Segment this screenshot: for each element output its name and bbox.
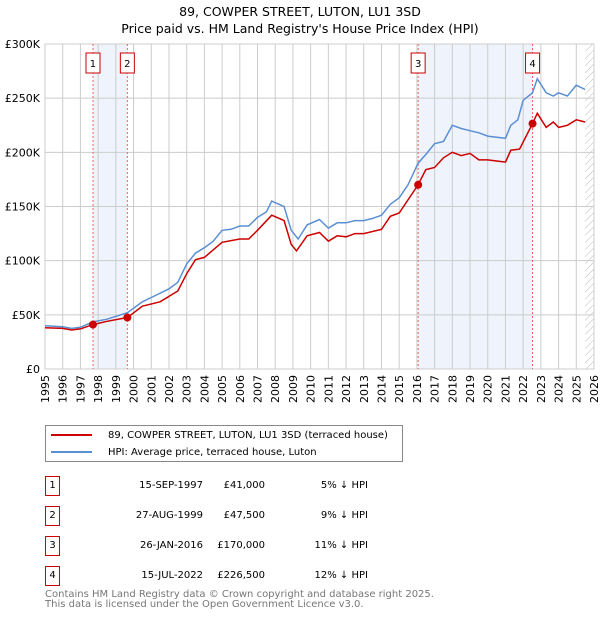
x-tick-label: 2014 [375, 375, 388, 403]
x-tick-label: 2010 [305, 375, 318, 403]
sale-price: £41,000 [223, 480, 265, 491]
x-tick-label: 2018 [446, 375, 459, 403]
x-tick-label: 2000 [128, 375, 141, 403]
sale-price: £47,500 [223, 510, 265, 521]
y-tick-label: £200K [5, 146, 41, 159]
legend-label: 89, COWPER STREET, LUTON, LU1 3SD (terra… [108, 429, 388, 441]
x-tick-label: 1998 [92, 375, 105, 403]
chart-title: 89, COWPER STREET, LUTON, LU1 3SD Price … [0, 3, 600, 37]
sale-marker-box [85, 52, 101, 74]
x-tick-label: 2021 [499, 375, 512, 403]
x-tick-label: 2016 [411, 375, 424, 403]
x-tick-label: 2004 [198, 375, 211, 403]
sale-marker-badge: 2 [45, 506, 60, 526]
legend-label: HPI: Average price, terraced house, Luto… [108, 446, 317, 458]
x-tick-label: 2012 [340, 375, 353, 403]
sale-marker-label: 4 [529, 59, 535, 70]
x-tick-label: 2006 [234, 375, 247, 403]
sale-marker-badge: 1 [45, 476, 60, 496]
footer-attribution: Contains HM Land Registry data © Crown c… [45, 590, 434, 610]
sale-row: 1 15-SEP-1997 £41,000 5% ↓ HPI [45, 476, 375, 496]
legend-item-hpi: HPI: Average price, terraced house, Luto… [46, 444, 317, 460]
hpi-line [44, 76, 586, 330]
x-tick-label: 2003 [181, 375, 194, 403]
sale-hpi-diff: 9% ↓ HPI [320, 510, 368, 521]
sale-date: 15-SEP-1997 [139, 480, 203, 491]
footer-line-2: This data is licensed under the Open Gov… [45, 599, 364, 610]
sale-point [414, 180, 423, 189]
x-tick-label: 2008 [269, 375, 282, 403]
sale-point [88, 320, 97, 329]
property-price-line [44, 111, 586, 331]
title-line-1: 89, COWPER STREET, LUTON, LU1 3SD [179, 4, 421, 19]
legend-swatch-blue [51, 451, 92, 453]
x-tick-label: 2015 [393, 375, 406, 403]
y-tick-label: £100K [5, 255, 41, 268]
sale-price: £226,500 [217, 570, 265, 581]
sale-marker-badge: 4 [45, 566, 60, 586]
x-tick-label: 1996 [57, 375, 70, 403]
x-tick-label: 2005 [216, 375, 229, 403]
x-tick-label: 2017 [429, 375, 442, 403]
sale-marker-box [525, 52, 541, 74]
y-tick-label: £250K [5, 92, 41, 105]
x-tick-label: 2020 [482, 375, 495, 403]
sale-row: 3 26-JAN-2016 £170,000 11% ↓ HPI [45, 536, 375, 556]
sale-date: 27-AUG-1999 [135, 510, 203, 521]
sale-hpi-diff: 11% ↓ HPI [314, 540, 368, 551]
x-tick-label: 2009 [287, 375, 300, 403]
sale-hpi-diff: 5% ↓ HPI [320, 480, 368, 491]
x-tick-label: 1997 [74, 375, 87, 403]
x-tick-label: 2019 [464, 375, 477, 403]
x-tick-label: 2001 [145, 375, 158, 403]
sale-row: 4 15-JUL-2022 £226,500 12% ↓ HPI [45, 566, 375, 586]
sale-marker-badge: 3 [45, 536, 60, 556]
x-tick-label: 2007 [252, 375, 265, 403]
x-tick-label: 2011 [322, 375, 335, 403]
sale-marker-label: 1 [90, 59, 96, 70]
x-tick-label: 1999 [110, 375, 123, 403]
x-tick-label: 2026 [588, 375, 600, 403]
y-tick-label: £0 [26, 363, 40, 376]
sale-point [528, 119, 537, 128]
footer-line-1: Contains HM Land Registry data © Crown c… [45, 589, 434, 600]
sale-marker-label: 3 [415, 59, 421, 70]
sale-date: 15-JUL-2022 [141, 570, 203, 581]
x-tick-label: 2025 [570, 375, 583, 403]
sale-price: £170,000 [217, 540, 265, 551]
plot-border [44, 43, 595, 370]
sale-hpi-diff: 12% ↓ HPI [314, 570, 368, 581]
legend-item-property: 89, COWPER STREET, LUTON, LU1 3SD (terra… [46, 427, 388, 443]
legend-swatch-red [51, 434, 92, 436]
sale-row: 2 27-AUG-1999 £47,500 9% ↓ HPI [45, 506, 375, 526]
y-tick-label: £150K [5, 201, 41, 214]
x-tick-label: 2022 [517, 375, 530, 403]
sale-point [123, 313, 132, 322]
y-tick-label: £300K [5, 38, 41, 51]
legend: 89, COWPER STREET, LUTON, LU1 3SD (terra… [45, 425, 403, 462]
x-tick-label: 2023 [535, 375, 548, 403]
title-line-2: Price paid vs. HM Land Registry's House … [121, 21, 479, 36]
y-tick-label: £50K [12, 309, 41, 322]
x-tick-label: 2002 [163, 375, 176, 403]
sale-marker-label: 2 [124, 59, 130, 70]
sale-marker-box [410, 52, 426, 74]
sale-date: 26-JAN-2016 [139, 540, 203, 551]
x-tick-label: 2024 [553, 375, 566, 403]
x-tick-label: 2013 [358, 375, 371, 403]
x-tick-label: 1995 [39, 375, 52, 403]
price-chart: 1995 1996 1997 1998 1999 2000 2001 2002 2003 2004… [5, 38, 600, 403]
sale-marker-box [119, 52, 135, 74]
